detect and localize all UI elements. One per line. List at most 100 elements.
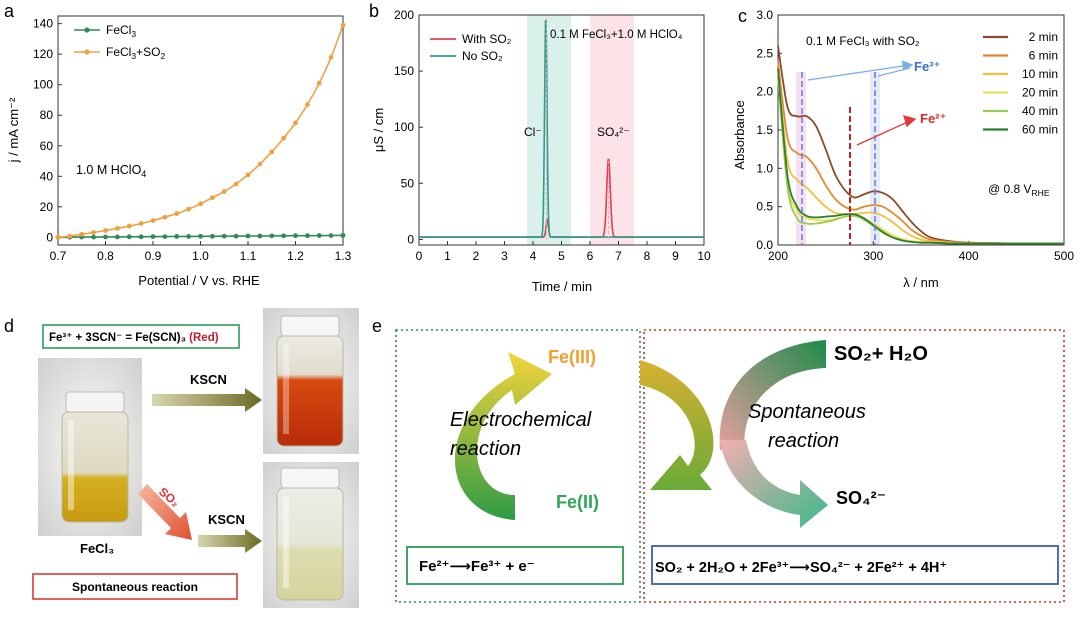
spont-frame (643, 329, 1065, 603)
so2-h2o-node: SO₂+ H₂O (834, 343, 928, 365)
reagent-bottom-label: KSCN (208, 512, 245, 527)
data-point (328, 233, 334, 238)
panel-b-ylabel: μS / cm (371, 108, 386, 152)
spont-label-1: Spontaneous (748, 401, 866, 423)
series-line-no-so2 (419, 20, 704, 238)
eq-right: SO₂ + 2H₂O + 2Fe³⁺⟶SO₄²⁻ + 2Fe²⁺ + 4H⁺ (655, 560, 947, 576)
panel-c-legend: 2 min 6 min 10 min 20 min 40 min 60 min (983, 30, 1058, 137)
data-point (233, 181, 239, 187)
panel-c-plot: 200 300 400 500 0.0 0.5 1.0 1.5 2.0 2.5 3.0 (756, 8, 1074, 263)
data-point (316, 233, 322, 238)
legend-fecl3: FeCl3 (106, 23, 136, 39)
panel-d: d Fe³⁺ + 3SCN⁻ = Fe(SCN)₃ (Red) FeCl₃ (4, 308, 359, 608)
x-tick-label: 1.2 (287, 249, 304, 263)
x-tick-label: 9 (672, 249, 679, 263)
x-tick-label: 300 (863, 249, 883, 263)
panel-b-letter: b (369, 1, 379, 21)
data-point (281, 135, 287, 141)
fe3-label: Fe³⁺ (914, 59, 940, 74)
panel-a-annotation: 1.0 M HClO4 (76, 163, 146, 179)
spont-label-2: reaction (768, 430, 839, 452)
data-point (79, 231, 85, 237)
data-point (114, 225, 120, 231)
data-point (150, 234, 156, 240)
panel-e-letter: e (372, 316, 382, 336)
data-point (269, 149, 275, 155)
x-tick-label: 0.7 (50, 249, 67, 263)
data-point (340, 232, 346, 238)
data-point (233, 233, 239, 239)
electro-frame (395, 329, 641, 603)
data-point (126, 234, 132, 240)
panel-d-letter: d (4, 316, 14, 336)
y-tick-label: 0 (46, 230, 53, 244)
eq-right-box (651, 545, 1059, 585)
data-point (257, 233, 263, 239)
data-point (209, 233, 215, 239)
data-point (91, 230, 97, 235)
panel-c: c 200 300 400 500 0.0 0.5 1.0 1.5 2.0 2.5 3.0 Fe³⁺… (732, 6, 1074, 290)
so4-node: SO₄²⁻ (836, 488, 886, 508)
data-point (103, 228, 108, 233)
ksc-arrow-top (152, 388, 262, 412)
data-point (174, 211, 180, 216)
x-tick-label: 10 (697, 249, 711, 263)
fe3-arrows (807, 60, 914, 81)
panel-a-letter: a (4, 1, 15, 21)
panel-c-xlabel: λ / nm (903, 275, 938, 290)
data-point (304, 233, 310, 239)
series-line-2-min (777, 45, 1065, 245)
data-point (162, 214, 168, 220)
data-point (304, 102, 310, 107)
data-point (114, 234, 120, 240)
panel-c-letter: c (738, 6, 747, 26)
eq-left: Fe²⁺⟶Fe³⁺ + e⁻ (419, 558, 535, 575)
y-tick-label: 0.0 (756, 238, 773, 252)
y-tick-label: 40 (40, 169, 54, 183)
electro-label-2: reaction (450, 438, 521, 460)
panel-c-ylabel: Absorbance (732, 100, 747, 169)
y-tick-label: 200 (394, 8, 414, 22)
fe2-arrow (856, 115, 917, 146)
x-tick-label: 3 (501, 249, 508, 263)
x-tick-label: 200 (768, 249, 788, 263)
panel-a-legend: FeCl3 FeCl3+SO2 (74, 23, 165, 61)
y-tick-label: 0.5 (756, 200, 773, 214)
fe-reduction-arrow (640, 360, 714, 490)
x-tick-label: 5 (558, 249, 565, 263)
x-tick-label: 500 (1054, 249, 1074, 263)
reagent-top-label: KSCN (190, 372, 227, 387)
data-point (316, 80, 322, 86)
x-tick-label: 0 (416, 249, 423, 263)
data-point (138, 234, 144, 240)
plot-frame (57, 15, 344, 246)
data-point (269, 233, 275, 239)
legend-entry: 6 min (1029, 49, 1058, 63)
data-point (150, 218, 156, 223)
x-tick-label: 400 (959, 249, 979, 263)
y-tick-label: 140 (33, 17, 53, 31)
data-point (103, 234, 108, 240)
data-point (55, 234, 61, 240)
panel-b-xlabel: Time / min (532, 279, 592, 294)
x-tick-label: 1.0 (192, 249, 209, 263)
legend-fecl3-so2: FeCl3+SO2 (106, 45, 165, 61)
data-point (67, 233, 73, 239)
series-line-6-min (777, 60, 1065, 245)
potential-note: @ 0.8 VRHE (988, 182, 1050, 198)
data-point (126, 223, 132, 229)
data-point (209, 195, 215, 201)
legend-no-so2: No SO₂ (462, 49, 503, 63)
x-tick-label: 8 (644, 249, 651, 263)
y-tick-label: 1.5 (756, 123, 773, 137)
data-point (221, 233, 227, 239)
panel-e: e Fe(III) Fe(II) Electrochemical reactio… (372, 316, 1065, 603)
series-line-40-min (777, 76, 1065, 245)
y-tick-label: 60 (40, 139, 54, 153)
data-point (186, 206, 192, 212)
so2-in-arc (719, 340, 826, 450)
pale-vial-photo (263, 462, 359, 608)
series-line-60-min (777, 68, 1065, 245)
fecl3-vial-label: FeCl₃ (80, 541, 114, 556)
